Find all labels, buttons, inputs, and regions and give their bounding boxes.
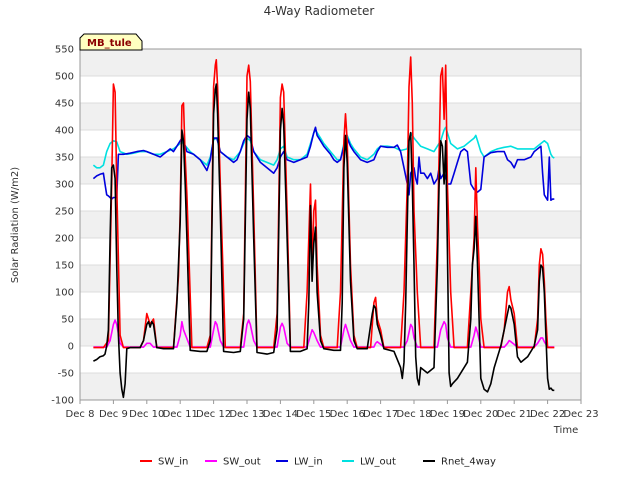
x-tick-label: Dec 17 [363,409,398,420]
background-band [80,211,581,238]
y-tick-label: 250 [55,207,74,218]
x-tick-label: Dec 22 [530,409,565,420]
background-band [80,265,581,292]
site-badge-label: MB_tule [87,38,132,49]
y-tick-label: 450 [55,99,74,110]
legend-label-lw-out: LW_out [360,457,396,468]
x-tick-label: Dec 21 [497,409,532,420]
background-band [80,373,581,400]
x-axis-title: Time [553,425,578,436]
x-tick-label: Dec 12 [196,409,231,420]
y-tick-label: 50 [61,315,74,326]
legend-label-sw-in: SW_in [158,457,188,468]
legend: SW_in SW_out LW_in LW_out Rnet_4way [140,457,496,468]
legend-label-rnet-4way: Rnet_4way [441,457,496,468]
series-lines [92,56,555,399]
legend-label-sw-out: SW_out [223,457,261,468]
y-tick-label: 100 [55,288,74,299]
y-tick-label: -50 [58,369,74,380]
y-tick-label: 550 [55,45,74,56]
x-tick-label: Dec 18 [396,409,431,420]
y-tick-label: 200 [55,234,74,245]
x-tick-label: Dec 23 [563,409,598,420]
site-badge: MB_tule [79,33,143,51]
x-tick-label: Dec 10 [129,409,164,420]
x-tick-label: Dec 14 [263,409,298,420]
y-tick-label: 150 [55,261,74,272]
x-tick-label: Dec 13 [229,409,264,420]
x-tick-label: Dec 19 [430,409,465,420]
plot-area-frame [79,48,582,401]
y-axis-ticks: -100 -50 0 50 100 150 200 250 300 350 400 450 500 550 [51,45,74,407]
x-tick-label: Dec 20 [463,409,498,420]
background-band [80,319,581,346]
series-line-lw-in [92,126,555,201]
y-tick-label: -100 [51,396,74,407]
y-tick-label: 400 [55,126,74,137]
background-band [80,49,581,76]
site-badge-box [79,33,143,51]
series-line-sw-in [93,56,555,349]
series-line-rnet-4way [93,83,555,399]
background-band [80,103,581,130]
x-tick-label: Dec 11 [163,409,198,420]
y-tick-label: 350 [55,153,74,164]
x-tick-label: Dec 15 [296,409,331,420]
y-tick-label: 500 [55,72,74,83]
chart-title: 4-Way Radiometer [264,4,375,18]
x-tick-label: Dec 8 [66,409,95,420]
x-tick-label: Dec 9 [99,409,128,420]
background-bands [80,49,581,400]
y-axis-title: Solar Radiation (W/m2) [10,167,21,283]
y-tick-label: 0 [68,342,74,353]
legend-label-lw-in: LW_in [294,457,323,468]
background-band [80,157,581,184]
y-tick-label: 300 [55,180,74,191]
x-tick-label: Dec 16 [330,409,365,420]
